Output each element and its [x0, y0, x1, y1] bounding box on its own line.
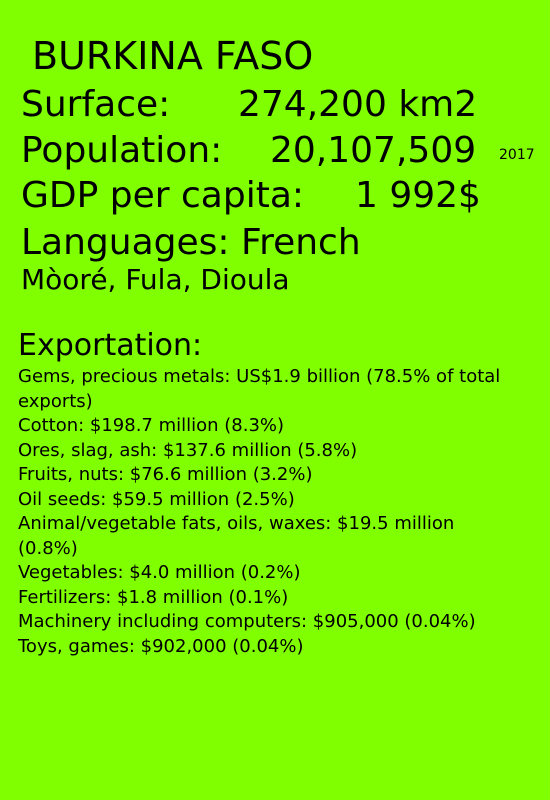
export-item: Fruits, nuts: $76.6 million (3.2%): [18, 464, 313, 485]
export-item: Cotton: $198.7 million (8.3%): [18, 415, 285, 436]
export-item: Oil seeds: $59.5 million (2.5%): [18, 488, 295, 510]
exportation-heading: Exportation:: [18, 328, 203, 363]
export-item: Toys, games: $902,000 (0.04%): [18, 635, 304, 657]
export-item: Fertilizers: $1.8 million (0.1%): [18, 586, 289, 608]
export-item: Vegetables: $4.0 million (0.2%): [18, 562, 301, 583]
surface-value: 274,200 km2: [238, 84, 478, 125]
gdp-label: GDP per capita:: [21, 175, 305, 216]
export-item: Machinery including computers: $905,000 …: [18, 611, 476, 632]
export-item: Animal/vegetable fats, oils, waxes: $19.…: [18, 513, 455, 559]
country-title: BURKINA FASO: [32, 34, 314, 78]
surface-label: Surface:: [21, 84, 171, 125]
languages-label: Languages: French: [21, 222, 361, 263]
population-label: Population:: [21, 130, 223, 171]
exportation-list: Gems, precious metals: US$1.9 billion (7…: [18, 365, 518, 659]
gdp-value: 1 992$: [355, 175, 481, 216]
export-item: Gems, precious metals: US$1.9 billion (7…: [18, 366, 501, 412]
languages-others: Mòoré, Fula, Dioula: [21, 263, 290, 296]
population-value: 20,107,509: [270, 130, 477, 171]
population-year: 2017: [499, 147, 535, 163]
export-item: Ores, slag, ash: $137.6 million (5.8%): [18, 439, 358, 461]
